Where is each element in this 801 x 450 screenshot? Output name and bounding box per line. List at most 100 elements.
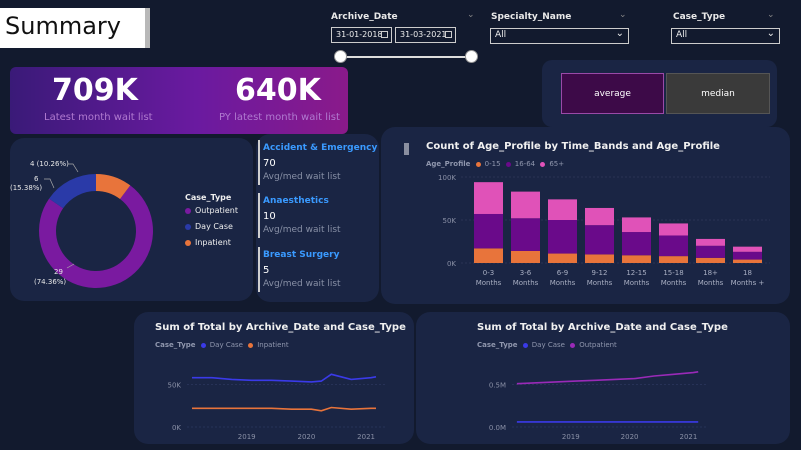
- bar-segment-16-64: [474, 213, 503, 249]
- y-tick-label: 0.5M: [489, 382, 506, 390]
- y-tick-label: 0K: [172, 424, 181, 432]
- py-wait-list-value: 640K: [235, 73, 321, 108]
- line-chart-1: 0K 50K 2019 2020 2021: [168, 373, 386, 441]
- donut-legend-title: Case_Type: [185, 193, 232, 202]
- donut-label-inpatient: 4 (10.26%): [30, 160, 69, 168]
- bar-segment-65plus: [585, 207, 614, 226]
- case-type-chevron-icon[interactable]: ⌄: [767, 10, 775, 20]
- date-range-end-handle[interactable]: [465, 50, 478, 63]
- age-65-swatch: [540, 161, 546, 167]
- daycase-swatch: [522, 342, 528, 348]
- x-tick-label: 2019: [238, 433, 256, 441]
- archive-date-label: Archive_Date: [331, 12, 398, 22]
- x-tick-label: Months: [550, 279, 576, 287]
- y-tick-label: 50K: [443, 217, 457, 225]
- bar-segment-65plus: [696, 238, 725, 246]
- x-tick-label: 3-6: [520, 269, 532, 277]
- specialty-name[interactable]: Anaesthetics: [263, 196, 329, 206]
- line-chart-1-panel: Sum of Total by Archive_Date and Case_Ty…: [134, 312, 414, 444]
- specialty-divider: [258, 193, 260, 238]
- line-chart-1-title: Sum of Total by Archive_Date and Case_Ty…: [155, 322, 406, 333]
- y-tick-label: 0K: [447, 260, 456, 268]
- x-tick-label: 18: [743, 269, 752, 277]
- x-tick-label: Months +: [731, 279, 765, 287]
- bar-segment-65plus: [548, 199, 577, 220]
- age-profile-bar-panel: Count of Age_Profile by Time_Bands and A…: [381, 127, 790, 304]
- date-range-slider-track[interactable]: [340, 56, 472, 58]
- donut-leader-line: [66, 263, 75, 269]
- case-type-donut-chart: 29 (74.36%) 6(15.38%) 4 (10.26%): [10, 160, 153, 288]
- report-title: Summary: [0, 8, 150, 48]
- latest-wait-list-value: 709K: [52, 73, 138, 108]
- bar-segment-0-15: [585, 254, 614, 263]
- bar-segment-65plus: [733, 246, 762, 252]
- series-line-outpatient: [516, 371, 699, 385]
- x-tick-label: 2019: [562, 433, 580, 441]
- x-tick-label: Months: [624, 279, 650, 287]
- age-16-64-swatch: [505, 161, 511, 167]
- donut-label-outpatient: 29: [54, 268, 63, 276]
- bar-segment-0-15: [622, 255, 651, 263]
- end-date-input[interactable]: 31-03-2021: [395, 27, 456, 43]
- case-type-select[interactable]: All ⌄: [671, 28, 780, 44]
- age-profile-bar-chart: 0K 50K 100K 0-3 Months 3-6 Months 6-9 Months 9-12…: [438, 174, 770, 287]
- bar-segment-16-64: [733, 251, 762, 260]
- outpatient-swatch: [570, 342, 576, 348]
- x-tick-label: 2021: [357, 433, 375, 441]
- x-tick-label: 2021: [679, 433, 697, 441]
- bar-segment-16-64: [548, 220, 577, 254]
- specialty-name[interactable]: Breast Surgery: [263, 250, 340, 260]
- donut-slice-outpatient: [39, 185, 153, 288]
- bar-segment-65plus: [474, 182, 503, 214]
- specialty-select[interactable]: All ⌄: [490, 28, 629, 44]
- bar-segment-16-64: [511, 218, 540, 251]
- date-range-start-handle[interactable]: [334, 50, 347, 63]
- calendar-icon[interactable]: [445, 31, 452, 38]
- bar-segment-16-64: [696, 245, 725, 258]
- average-button[interactable]: average: [561, 73, 664, 114]
- x-tick-label: 12-15: [626, 269, 646, 277]
- page-title: Summary: [5, 12, 121, 40]
- donut-label-daycase-pct: (15.38%): [10, 184, 42, 192]
- median-button[interactable]: median: [666, 73, 770, 114]
- daycase-swatch: [200, 342, 206, 348]
- bar-segment-65plus: [622, 217, 651, 233]
- donut-slice-day-case: [49, 174, 96, 209]
- bar-segment-16-64: [585, 225, 614, 255]
- x-tick-label: 0-3: [483, 269, 494, 277]
- start-date-input[interactable]: 31-01-2018: [331, 27, 392, 43]
- outpatient-swatch: [185, 207, 191, 214]
- bar-segment-65plus: [511, 191, 540, 219]
- bar-segment-0-15: [659, 256, 688, 263]
- drag-handle-icon[interactable]: [404, 143, 409, 155]
- inpatient-swatch: [248, 342, 254, 348]
- series-line-day-case: [192, 373, 377, 383]
- specialty-value: 10: [263, 211, 276, 222]
- specialty-sub-label: Avg/med wait list: [263, 225, 341, 235]
- bar-segment-65plus: [659, 223, 688, 236]
- specialty-divider: [258, 140, 260, 185]
- bar-segment-16-64: [659, 235, 688, 257]
- line-chart-2-legend: Case_Type Day Case Outpatient: [477, 341, 617, 349]
- inpatient-swatch: [185, 239, 191, 246]
- specialty-chevron-icon[interactable]: ⌄: [619, 10, 627, 20]
- bar-chart-title: Count of Age_Profile by Time_Bands and A…: [426, 141, 720, 152]
- legend-daycase: Day Case: [185, 222, 233, 231]
- y-tick-label: 50K: [168, 382, 182, 390]
- specialty-sub-label: Avg/med wait list: [263, 279, 341, 289]
- chevron-down-icon: ⌄: [615, 28, 624, 39]
- line-chart-2-panel: Sum of Total by Archive_Date and Case_Ty…: [416, 312, 790, 444]
- bar-segment-16-64: [622, 232, 651, 256]
- calendar-icon[interactable]: [381, 31, 388, 38]
- specialty-name[interactable]: Accident & Emergency: [263, 143, 378, 153]
- x-tick-label: 6-9: [557, 269, 568, 277]
- legend-inpatient: Inpatient: [185, 238, 231, 247]
- specialty-divider: [258, 247, 260, 292]
- line-chart-2: 0.0M 0.5M 2019 2020 2021: [489, 371, 708, 441]
- archive-date-chevron-icon[interactable]: ⌄: [467, 10, 475, 20]
- line-chart-1-legend: Case_Type Day Case Inpatient: [155, 341, 289, 349]
- age-0-15-swatch: [475, 161, 481, 167]
- legend-outpatient: Outpatient: [185, 206, 238, 215]
- donut-leader-line: [68, 163, 79, 173]
- bar-segment-0-15: [696, 257, 725, 263]
